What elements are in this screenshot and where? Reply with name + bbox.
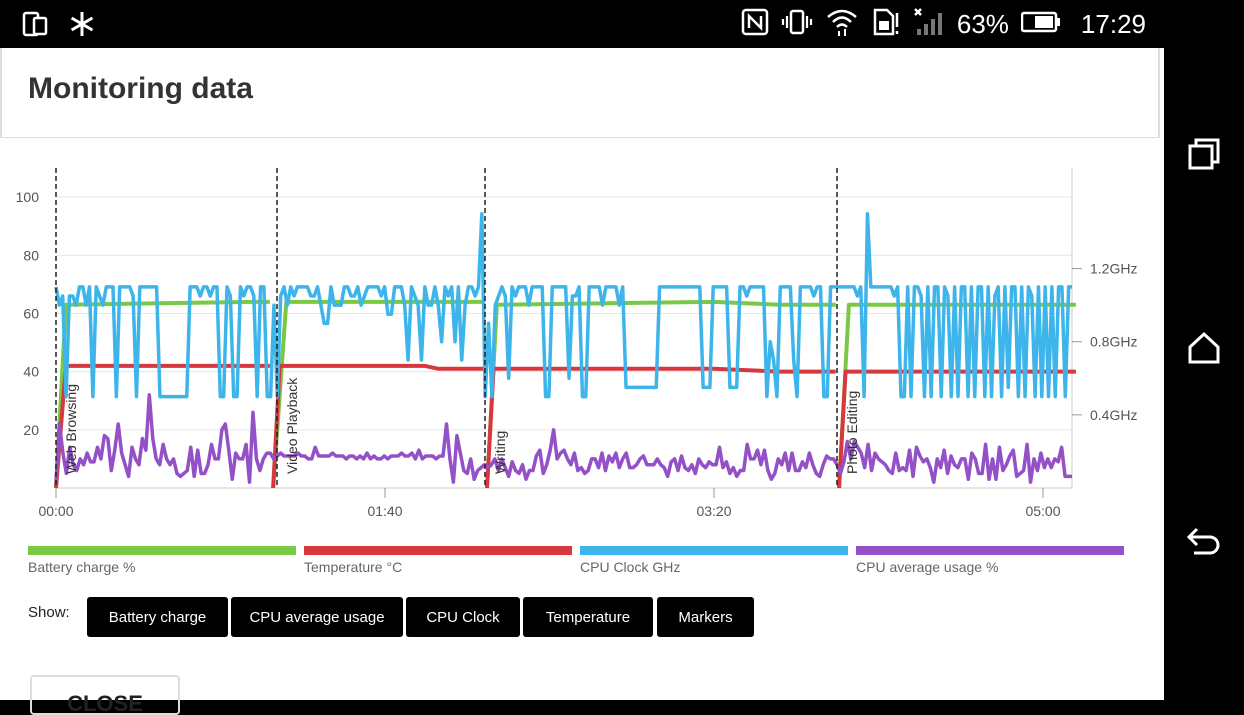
x-tick-label: 00:00 bbox=[38, 503, 73, 519]
y-tick-label: 20 bbox=[23, 422, 39, 438]
nfc-icon bbox=[741, 8, 769, 41]
marker-label: Writing bbox=[492, 431, 508, 474]
battery-percent: 63% bbox=[956, 8, 1009, 39]
back-button[interactable] bbox=[1184, 524, 1224, 564]
temperature-line bbox=[271, 363, 484, 489]
dialog-header: Monitoring data bbox=[0, 48, 1160, 138]
cpu-clock-toggle-button[interactable]: CPU Clock bbox=[406, 597, 520, 637]
y-right-tick-label: 1.2GHz bbox=[1090, 261, 1137, 277]
close-button[interactable]: CLOSE bbox=[30, 675, 180, 715]
sim-alert-icon bbox=[871, 7, 901, 42]
legend-cpu-clock-swatch bbox=[580, 546, 848, 555]
marker-label: Web Browsing bbox=[63, 384, 79, 474]
y-right-tick-label: 0.4GHz bbox=[1090, 407, 1137, 423]
y-right-tick-label: 0.8GHz bbox=[1090, 334, 1137, 350]
legend-cpu-usage: CPU average usage % bbox=[856, 546, 1124, 575]
legend-battery-swatch bbox=[28, 546, 296, 555]
status-bar: 63% 17:29 bbox=[0, 0, 1164, 48]
monitoring-chart: 100 80 60 40 20 1.2GHz 0.8GHz 0.4GHz 00:00 01:40 0… bbox=[16, 168, 1137, 519]
show-label: Show: bbox=[28, 604, 70, 621]
legend-cpu-clock: CPU Clock GHz bbox=[580, 546, 848, 575]
screen-mirror-icon bbox=[22, 10, 48, 43]
temperature-line bbox=[484, 366, 836, 489]
cpu-usage-line bbox=[54, 393, 1072, 484]
legend-cpu-usage-swatch bbox=[856, 546, 1124, 555]
x-tick-label: 03:20 bbox=[696, 503, 731, 519]
legend-temperature-swatch bbox=[304, 546, 572, 555]
battery-charge-toggle-button[interactable]: Battery charge bbox=[87, 597, 228, 637]
legend-battery-label: Battery charge % bbox=[28, 559, 136, 575]
monitoring-dialog: Monitoring data 100 80 60 40 20 1.2GHz 0.8GHz 0… bbox=[0, 48, 1164, 715]
y-tick-label: 100 bbox=[16, 189, 40, 205]
legend-cpu-usage-label: CPU average usage % bbox=[856, 559, 999, 575]
marker-label: Video Playback bbox=[284, 377, 300, 474]
clock: 17:29 bbox=[1080, 8, 1146, 39]
legend-temperature: Temperature °C bbox=[304, 546, 572, 575]
recent-apps-icon bbox=[1187, 137, 1221, 176]
temperature-toggle-button[interactable]: Temperature bbox=[523, 597, 653, 637]
marker-label: Photo Editing bbox=[844, 391, 860, 474]
battery-icon bbox=[1020, 11, 1061, 38]
home-button[interactable] bbox=[1184, 330, 1224, 370]
home-icon bbox=[1187, 331, 1221, 370]
y-tick-label: 80 bbox=[23, 247, 39, 263]
y-tick-label: 40 bbox=[23, 364, 39, 380]
legend-battery: Battery charge % bbox=[28, 546, 296, 575]
legend-cpu-clock-label: CPU Clock GHz bbox=[580, 559, 681, 575]
legend-temperature-label: Temperature °C bbox=[304, 559, 403, 575]
vibrate-icon bbox=[781, 8, 813, 41]
x-tick-label: 05:00 bbox=[1025, 503, 1060, 519]
recent-apps-button[interactable] bbox=[1184, 136, 1224, 176]
wifi-icon bbox=[825, 7, 859, 42]
snowflake-icon bbox=[68, 10, 96, 43]
x-tick-label: 01:40 bbox=[367, 503, 402, 519]
page-title: Monitoring data bbox=[28, 72, 253, 105]
back-icon bbox=[1186, 525, 1222, 564]
cpu-average-usage-toggle-button[interactable]: CPU average usage bbox=[231, 597, 403, 637]
navigation-bar bbox=[1164, 0, 1244, 700]
cpu-clock-line bbox=[54, 211, 1072, 399]
markers-toggle-button[interactable]: Markers bbox=[657, 597, 754, 637]
signal-icon bbox=[913, 7, 945, 42]
y-tick-label: 60 bbox=[23, 305, 39, 321]
